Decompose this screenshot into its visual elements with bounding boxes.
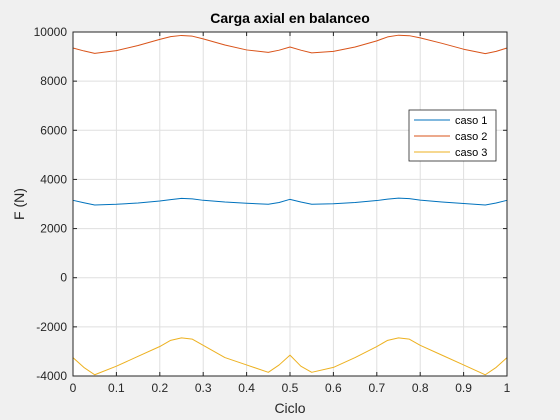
- y-axis-label: F (N): [11, 188, 27, 220]
- x-tick-label: 0: [70, 381, 77, 395]
- legend: caso 1 caso 2 caso 3: [408, 109, 497, 162]
- x-tick-label: 0.3: [195, 381, 212, 395]
- series-line-3: [72, 337, 508, 376]
- x-tick-label: 0.6: [325, 381, 342, 395]
- legend-label-3: caso 3: [455, 147, 487, 159]
- legend-label-2: caso 2: [455, 131, 487, 143]
- y-tick-label: -4000: [36, 369, 67, 383]
- x-tick-label: 0.9: [455, 381, 472, 395]
- x-tick-label: 0.5: [282, 381, 299, 395]
- axis-ticks: 0 0.1 0.2 0.3 0.4 0.5 0.6 0.7 0.8 0.9 1 -4000 -2000 0…: [34, 25, 511, 395]
- y-tick-label: 6000: [40, 123, 67, 137]
- y-tick-label: 10000: [34, 25, 68, 39]
- y-tick-label: 2000: [40, 222, 67, 236]
- x-axis-label: Ciclo: [274, 400, 305, 416]
- x-tick-label: 0.8: [412, 381, 429, 395]
- series-line-2: [72, 34, 508, 55]
- legend-label-1: caso 1: [455, 115, 487, 127]
- y-tick-label: 0: [60, 271, 67, 285]
- y-tick-label: -2000: [36, 320, 67, 334]
- y-tick-label: 4000: [40, 172, 67, 186]
- y-tick-label: 8000: [40, 74, 67, 88]
- x-tick-label: 0.7: [368, 381, 385, 395]
- x-tick-label: 0.4: [238, 381, 255, 395]
- x-tick-label: 1: [504, 381, 511, 395]
- x-tick-label: 0.1: [108, 381, 125, 395]
- series-line-1: [72, 197, 508, 206]
- x-tick-label: 0.2: [151, 381, 168, 395]
- chart-title: Carga axial en balanceo: [210, 10, 370, 26]
- series-lines: [72, 34, 508, 376]
